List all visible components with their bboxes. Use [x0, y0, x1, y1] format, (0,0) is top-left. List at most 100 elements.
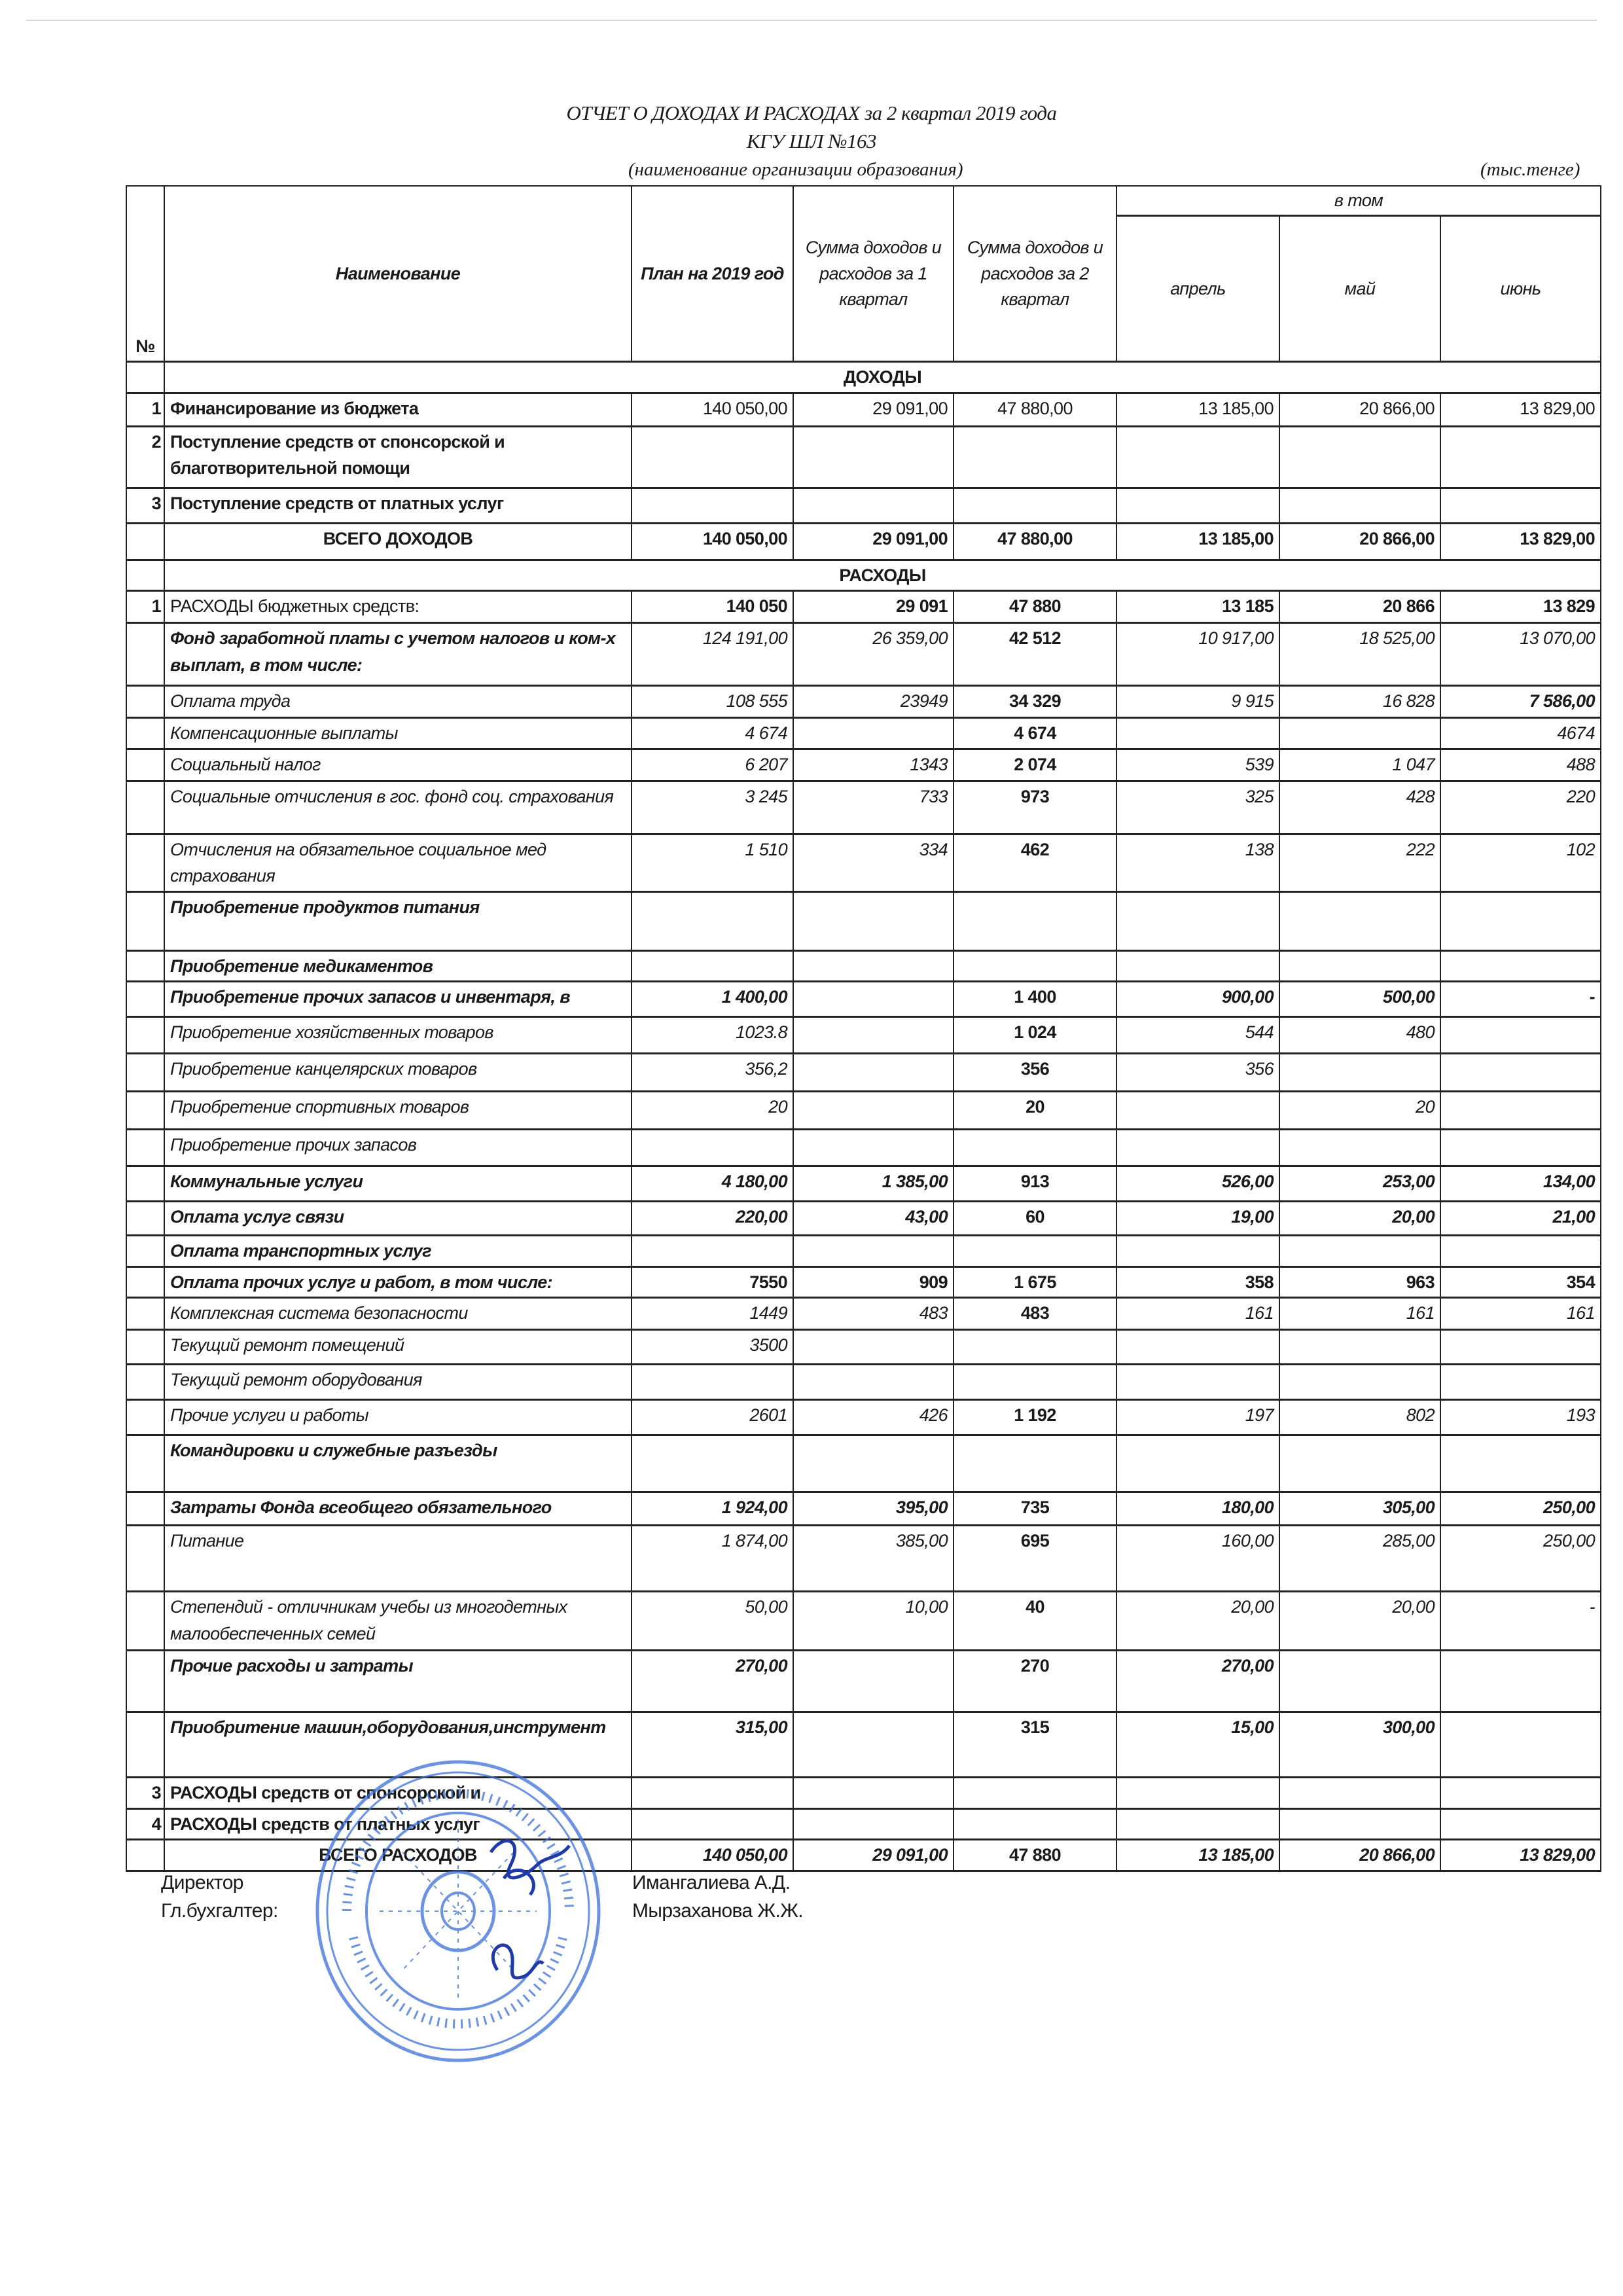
official-stamp	[315, 1760, 601, 2062]
may-value	[1279, 1434, 1441, 1493]
q1-value: 10,00	[793, 1590, 954, 1651]
unit-label: (тыс.тенге)	[1480, 159, 1580, 180]
may-value	[1279, 1776, 1441, 1810]
plan-value: 1 510	[631, 833, 794, 893]
accountant-name: Мырзаханова Ж.Ж.	[632, 1900, 804, 1922]
q1-value: 29 091,00	[793, 392, 954, 427]
april-value: 10 917,00	[1116, 622, 1280, 687]
june-value: 134,00	[1439, 1165, 1602, 1202]
q1-value	[793, 1711, 954, 1778]
may-value: 20,00	[1279, 1590, 1441, 1651]
may-value: 20,00	[1279, 1200, 1441, 1236]
april-value	[1116, 1776, 1280, 1810]
may-value: 500,00	[1279, 980, 1441, 1018]
row-number	[126, 980, 165, 1018]
header-name: Наименование	[164, 185, 632, 363]
q2-value: 270	[953, 1649, 1117, 1713]
section-row: РАСХОДЫ	[126, 559, 1602, 592]
row-label: Текущий ремонт помещений	[164, 1329, 632, 1365]
header-group: в том	[1115, 185, 1602, 217]
april-value: 13 185,00	[1116, 1839, 1280, 1872]
q2-value: 40	[953, 1590, 1117, 1651]
may-value: 285,00	[1279, 1524, 1441, 1592]
table-row: 2 Поступление средств от спонсорской и бл…	[126, 425, 1602, 489]
june-value: 250,00	[1439, 1491, 1602, 1526]
april-value: 325	[1116, 780, 1280, 835]
table-row: Текущий ремонт помещений 3500	[126, 1329, 1602, 1365]
q2-value	[953, 1776, 1117, 1810]
row-number: 4	[126, 1808, 165, 1840]
q1-value	[793, 1329, 954, 1365]
plan-value	[631, 1776, 794, 1810]
plan-value	[631, 1363, 794, 1401]
april-value: 358	[1116, 1266, 1280, 1299]
april-value	[1116, 1128, 1280, 1167]
april-value	[1116, 717, 1280, 750]
may-value: 802	[1279, 1399, 1441, 1436]
april-value	[1116, 1234, 1280, 1268]
plan-value: 220,00	[631, 1200, 794, 1236]
plan-value	[631, 1808, 794, 1840]
june-value	[1439, 1776, 1602, 1810]
scan-edge-line	[26, 20, 1597, 21]
row-label: РАСХОДЫ бюджетных средств:	[164, 590, 632, 624]
plan-value	[631, 425, 794, 489]
table-row: 1 Финансирование из бюджета 140 050,00 29 0…	[126, 392, 1602, 427]
plan-value: 4 180,00	[631, 1165, 794, 1202]
plan-value: 140 050,00	[631, 392, 794, 427]
june-value: 161	[1439, 1297, 1602, 1331]
q1-value	[793, 1649, 954, 1713]
april-value: 900,00	[1116, 980, 1280, 1018]
q1-value: 483	[793, 1297, 954, 1331]
q2-value: 60	[953, 1200, 1117, 1236]
q1-value	[793, 1434, 954, 1493]
row-label: Оплата услуг связи	[164, 1200, 632, 1236]
plan-value: 20	[631, 1090, 794, 1130]
june-value	[1439, 1016, 1602, 1054]
q1-value	[793, 1128, 954, 1167]
q2-value: 1 400	[953, 980, 1117, 1018]
may-value	[1279, 487, 1441, 524]
row-label: Социальный налог	[164, 748, 632, 782]
june-value: 13 829,00	[1439, 1839, 1602, 1872]
q2-value	[953, 891, 1117, 952]
plan-value	[631, 891, 794, 952]
table-row: Степендий - отличникам учебы из многодет…	[126, 1590, 1602, 1651]
q2-value: 4 674	[953, 717, 1117, 750]
table-row: Приобритение машин,оборудования,инструме…	[126, 1711, 1602, 1778]
q2-value: 462	[953, 833, 1117, 893]
row-number	[126, 1329, 165, 1365]
june-value: 21,00	[1439, 1200, 1602, 1236]
plan-value: 140 050,00	[631, 522, 794, 561]
april-value	[1116, 487, 1280, 524]
table-row: Приобретение прочих запасов	[126, 1128, 1602, 1167]
q2-value: 973	[953, 780, 1117, 835]
q2-value: 47 880	[953, 1839, 1117, 1872]
row-number	[126, 748, 165, 782]
plan-value: 4 674	[631, 717, 794, 750]
plan-value: 108 555	[631, 685, 794, 719]
income-expense-table: № Наименование План на 2019 год Сумма до…	[126, 185, 1602, 1872]
q2-value	[953, 487, 1117, 524]
q2-value	[953, 1434, 1117, 1493]
table-row: Приобретение прочих запасов и инвентаря,…	[126, 980, 1602, 1018]
june-value	[1439, 891, 1602, 952]
plan-value	[631, 1128, 794, 1167]
q2-value	[953, 1808, 1117, 1840]
may-value	[1279, 717, 1441, 750]
row-label: Питание	[164, 1524, 632, 1592]
table-row: 1 РАСХОДЫ бюджетных средств: 140 050 29 091…	[126, 590, 1602, 624]
plan-value: 315,00	[631, 1711, 794, 1778]
june-value	[1439, 487, 1602, 524]
table-row: ВСЕГО ДОХОДОВ 140 050,00 29 091,00 47 880,0…	[126, 522, 1602, 561]
row-number	[126, 1200, 165, 1236]
row-number	[126, 1839, 165, 1872]
row-number	[126, 1266, 165, 1299]
accountant-label: Гл.бухгалтер:	[161, 1900, 278, 1922]
row-number	[126, 622, 165, 687]
april-value: 356	[1116, 1052, 1280, 1092]
table-row: Оплата труда 108 555 23949 34 329 9 915 16 82…	[126, 685, 1602, 719]
section-heading: РАСХОДЫ	[163, 559, 1602, 592]
row-number	[126, 950, 165, 982]
q2-value: 34 329	[953, 685, 1117, 719]
